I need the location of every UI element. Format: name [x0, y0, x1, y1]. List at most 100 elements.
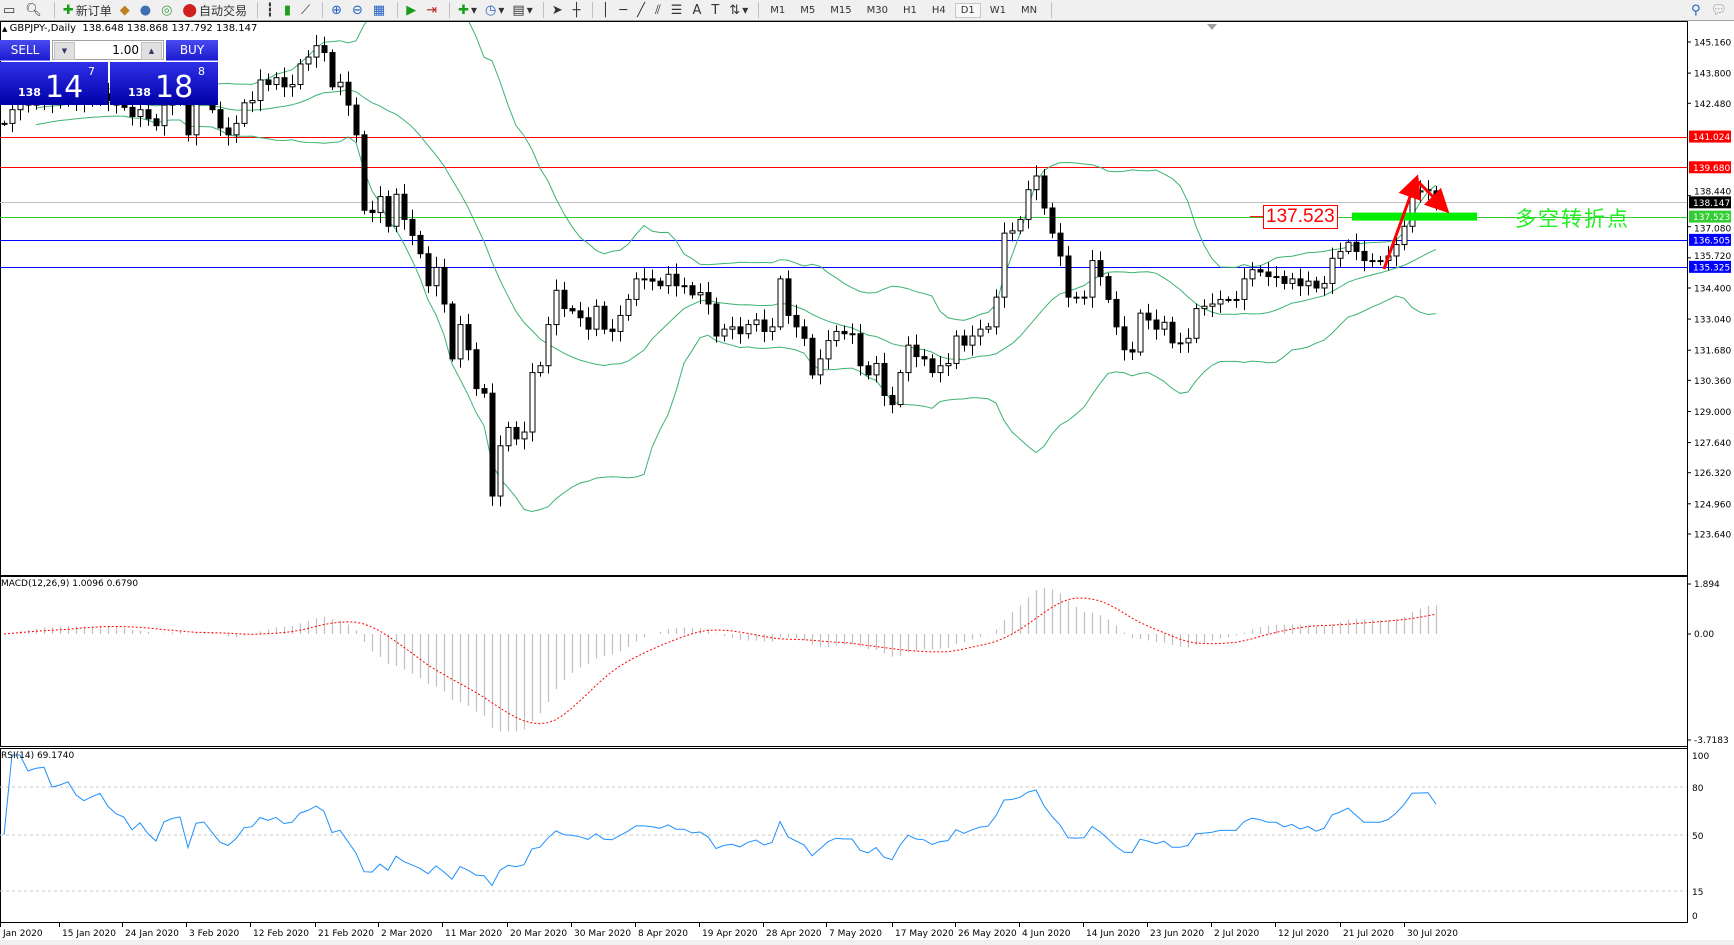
new-order-button[interactable]: ✚ 新订单 [60, 1, 115, 19]
bull-candle [521, 431, 528, 440]
bear-candle [409, 218, 416, 236]
bull-candle [897, 372, 904, 406]
bear-candle [609, 328, 616, 332]
period-button-mn[interactable]: MN [1021, 4, 1038, 16]
trendline-button[interactable]: ╱ [634, 1, 650, 19]
bull-candle [161, 104, 168, 127]
metaeditor-button[interactable]: ◆ [117, 1, 135, 19]
vertical-line-button[interactable]: │ [598, 1, 614, 19]
bear-candle [121, 104, 128, 108]
bull-candle [769, 326, 776, 332]
clock-icon: ◷ [485, 2, 497, 18]
text-label-button[interactable]: T [708, 1, 724, 19]
zoom-view-button[interactable]: 🔍︎ [22, 1, 47, 19]
horizontal-line-button[interactable]: ─ [616, 1, 632, 19]
period-button-h4[interactable]: H4 [931, 4, 946, 16]
cursor-button[interactable]: ➤ [549, 1, 568, 19]
period-button-d1[interactable]: D1 [954, 2, 981, 18]
lot-decrease-button[interactable]: ▼ [54, 42, 75, 60]
zoom-in-icon: ⊕ [331, 2, 342, 18]
text-button[interactable]: A [689, 1, 706, 19]
lot-increase-button[interactable]: ▲ [141, 42, 162, 60]
buy-button[interactable]: BUY [166, 40, 218, 61]
bull-candle [817, 358, 824, 376]
auto-trading-button[interactable]: ⬤ 自动交易 [179, 1, 250, 19]
fibonacci-button[interactable]: ☰ [668, 1, 688, 19]
period-button-m15[interactable]: M15 [830, 4, 852, 16]
lot-size-input[interactable]: ▼ 1.00 ▲ [52, 40, 164, 60]
price-axis: 145.160 143.800 142.480 138.440 137.080 135.7… [1687, 21, 1731, 923]
bull-candle [969, 335, 976, 346]
annotation-price-label[interactable]: 137.523 [1263, 205, 1338, 229]
bear-candle [857, 333, 864, 367]
bear-candle [385, 196, 392, 227]
experts-button[interactable]: ● [137, 1, 156, 19]
bear-candle [145, 109, 152, 120]
lot-value[interactable]: 1.00 [112, 43, 139, 57]
bar-chart-button[interactable]: ┇ [263, 1, 279, 19]
bear-candle [577, 310, 584, 319]
bear-candle [1257, 269, 1264, 273]
channel-button[interactable]: ⫽ [652, 1, 666, 19]
trendline-icon: ╱ [637, 2, 645, 18]
rsi-tick-label: 50 [1692, 832, 1704, 842]
chat-button[interactable]: 💬︎ [1707, 1, 1732, 19]
buy-price-box[interactable]: 138 18 8 [110, 62, 218, 105]
bull-candle [633, 278, 640, 300]
chart-shift-button[interactable]: ⇥ [423, 1, 442, 19]
bear-candle [865, 365, 872, 376]
macd-tick-label: 0.00 [1694, 630, 1714, 640]
bull-candle [1369, 260, 1376, 263]
date-tick-label: 30 Mar 2020 [574, 929, 631, 939]
bull-candle [1089, 260, 1096, 298]
zoom-out-button[interactable]: ⊖ [349, 1, 368, 19]
crosshair-button[interactable]: ┼ [570, 1, 586, 19]
bear-candle [465, 324, 472, 351]
bull-candle [1417, 190, 1424, 193]
period-button-w1[interactable]: W1 [989, 4, 1007, 16]
templates-button[interactable]: ▤ ▾ [509, 1, 535, 19]
tile-windows-button[interactable]: ▦ [370, 1, 390, 19]
period-button-m30[interactable]: M30 [866, 4, 888, 16]
new-chart-button[interactable]: ▭ [0, 1, 20, 19]
sell-price-prefix: 138 [18, 86, 41, 99]
text-icon: A [692, 2, 702, 18]
bull-candle [593, 305, 600, 330]
price-tick-label: 123.640 [1694, 531, 1731, 541]
bull-candle [833, 330, 840, 342]
bull-candle [745, 324, 752, 335]
search-button[interactable]: ⚲ [1688, 1, 1706, 19]
bull-candle [545, 324, 552, 367]
period-button-h1[interactable]: H1 [902, 4, 917, 16]
window-icon: ▭ [3, 2, 16, 18]
zoom-in-button[interactable]: ⊕ [328, 1, 347, 19]
price-tick-label: 135.720 [1694, 252, 1731, 262]
bull-candle [977, 328, 984, 337]
bull-candle [625, 298, 632, 316]
periods-button[interactable]: ◷ ▾ [482, 1, 507, 19]
sell-button[interactable]: SELL [0, 40, 50, 61]
bull-candle [1249, 269, 1256, 280]
sell-price-box[interactable]: 138 14 7 [0, 62, 108, 105]
chevron-up-icon: ▲ [148, 47, 155, 55]
candle-chart-button[interactable]: ▮ [281, 1, 296, 19]
annotation-text[interactable]: 多空转折点 [1515, 207, 1630, 231]
bull-candle [729, 326, 736, 330]
line-chart-button[interactable]: ⟋ [298, 1, 315, 19]
rsi-tick-label: 15 [1692, 888, 1703, 898]
bull-candle [1017, 218, 1024, 232]
chart-shift-marker[interactable] [1207, 24, 1217, 30]
autoscroll-button[interactable]: ▶ [403, 1, 421, 19]
status-strip [0, 940, 1734, 945]
bollinger-bands [35, 22, 1437, 513]
level-price-tag: 139.680 [1693, 164, 1730, 174]
price-tick-label: 130.360 [1694, 377, 1731, 387]
bull-candle [1289, 278, 1296, 284]
period-button-m1[interactable]: M1 [770, 4, 786, 16]
period-button-m5[interactable]: M5 [800, 4, 816, 16]
signals-button[interactable]: ◎ [158, 1, 177, 19]
bear-candle [761, 319, 768, 332]
arrows-button[interactable]: ⇅ ▾ [726, 1, 751, 19]
indicators-button[interactable]: ✚ ▾ [455, 1, 480, 19]
